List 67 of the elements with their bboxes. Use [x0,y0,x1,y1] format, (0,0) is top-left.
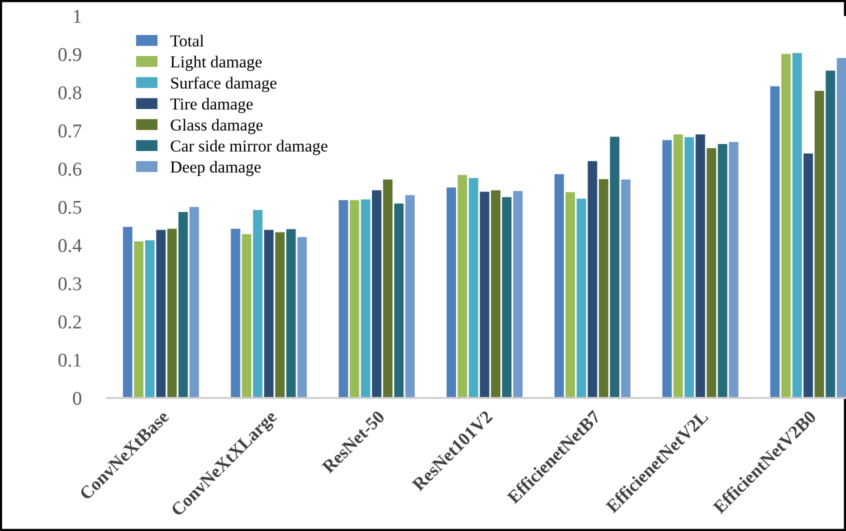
legend-label: Car side mirror damage [170,140,328,156]
bar [673,134,683,398]
bar [502,197,512,398]
bar [383,179,393,398]
y-tick-label: 0.2 [58,315,81,329]
bar [338,200,348,398]
bar [513,190,523,398]
y-tick-label: 1 [74,10,81,23]
bar [610,136,620,398]
bar [468,178,478,398]
bar [458,174,468,398]
y-tick-label: 0.5 [58,200,82,214]
legend-label: Tire damage [170,98,253,114]
bar [446,188,456,398]
bar [770,86,780,398]
bar [826,70,836,398]
y-tick-label: 0.7 [58,124,82,138]
bar [178,212,188,398]
bar [554,174,564,398]
bar [394,204,404,398]
bar [718,144,728,398]
bar [167,228,177,398]
bar [242,234,252,398]
legend-label: Deep damage [170,160,261,176]
legend-label: Total [170,34,204,47]
legend-label: Light damage [170,56,262,71]
y-tick-label: 0 [73,392,82,405]
bar [275,232,285,398]
y-tick-label: 0.9 [58,48,82,62]
y-tick-label: 0.3 [58,277,82,290]
y-tick-label: 0.1 [58,354,81,367]
bar [706,148,716,398]
bar [662,140,672,398]
bar [372,190,382,398]
bar [297,237,307,398]
bar [405,195,415,398]
bar [156,230,166,398]
bar [360,199,370,398]
bar [190,207,199,398]
bar [230,228,240,398]
bar [134,241,144,398]
y-tick-label: 0.4 [58,239,82,252]
bar [480,192,490,398]
bar [588,161,598,398]
bar [145,240,155,398]
bar [696,134,706,398]
bar [621,179,630,398]
bar [684,137,694,398]
bar [728,142,738,398]
y-tick-label: 0.8 [58,86,82,100]
bar [814,90,824,398]
bar [350,200,360,398]
bar [264,230,274,398]
bar [253,210,262,398]
bar [122,226,132,398]
bar [836,58,846,398]
legend-label: Glass damage [170,118,263,134]
bar [566,192,575,398]
bar [792,53,802,398]
bar [781,54,791,398]
legend-label: Surface damage [171,76,276,92]
bar [576,198,586,398]
y-tick-label: 0.6 [58,162,82,176]
bar [490,190,500,398]
bar [804,154,813,398]
bar [286,229,296,398]
bar [598,179,608,398]
